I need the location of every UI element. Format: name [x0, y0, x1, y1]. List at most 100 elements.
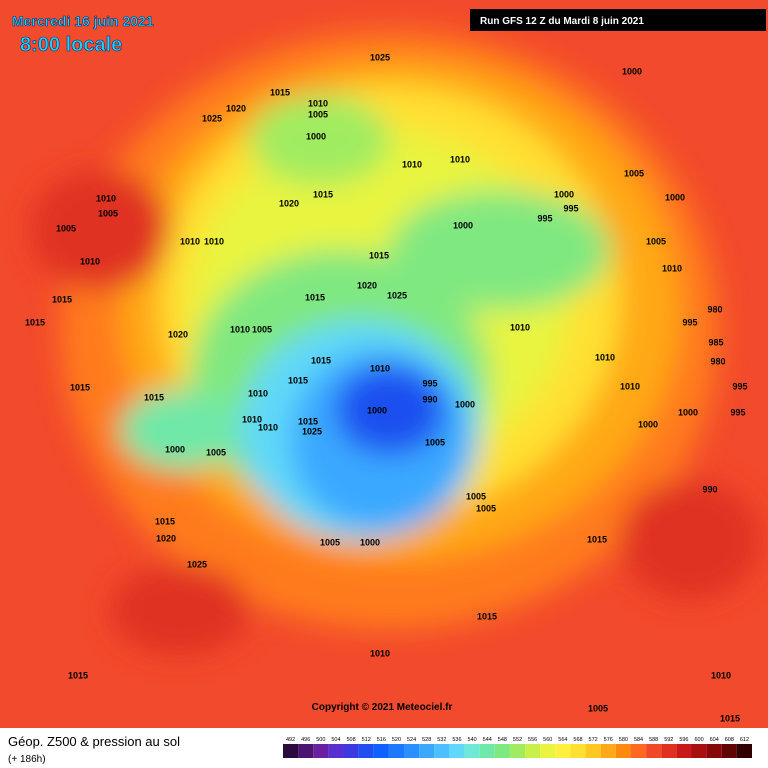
legend-swatch	[736, 744, 752, 758]
isobar-label: 1010	[402, 159, 422, 169]
legend-level: 500	[316, 737, 325, 743]
isobar-label: 1010	[620, 381, 640, 391]
legend-level: 552	[513, 737, 522, 743]
isobar-label: 990	[422, 394, 437, 404]
legend-level: 496	[301, 737, 310, 743]
isobar-label: 1020	[168, 329, 188, 339]
isobar-label: 1000	[453, 220, 473, 230]
isobar-label: 1000	[306, 131, 326, 141]
isobar-label: 980	[710, 356, 725, 366]
legend-level: 516	[377, 737, 386, 743]
isobar-label: 1000	[665, 192, 685, 202]
isobar-label: 1010	[204, 236, 224, 246]
legend-level: 600	[694, 737, 703, 743]
isobar-label: 1010	[370, 363, 390, 373]
legend-level: 532	[437, 737, 446, 743]
legend-level: 560	[543, 737, 552, 743]
copyright: Copyright © 2021 Meteociel.fr	[312, 702, 453, 713]
isobar-label: 1010	[230, 324, 250, 334]
isobar-label: 1015	[298, 416, 318, 426]
isobar-label: 1025	[302, 426, 322, 436]
isobar-label: 1010	[180, 236, 200, 246]
legend-level: 596	[679, 737, 688, 743]
legend-swatch	[646, 744, 662, 758]
isobar-label: 1025	[370, 52, 390, 62]
isobar-label: 990	[702, 484, 717, 494]
isobar-label: 1015	[369, 250, 389, 260]
run-info: Run GFS 12 Z du Mardi 8 juin 2021	[480, 16, 644, 27]
legend-swatch	[373, 744, 389, 758]
isobar-label: 1005	[98, 208, 118, 218]
legend-level: 524	[407, 737, 416, 743]
isobar-label: 995	[730, 407, 745, 417]
isobar-label: 1015	[52, 294, 72, 304]
legend-level: 592	[664, 737, 673, 743]
isobar-label: 980	[707, 304, 722, 314]
isobar-label: 1020	[226, 103, 246, 113]
isobar-label: 1010	[242, 414, 262, 424]
isobar-label: 1005	[588, 703, 608, 713]
isobar-label: 1005	[646, 236, 666, 246]
legend-swatch	[661, 744, 677, 758]
legend-swatch	[313, 744, 329, 758]
legend-swatch	[464, 744, 480, 758]
legend-swatch	[585, 744, 601, 758]
legend-level: 568	[573, 737, 582, 743]
legend-swatch	[525, 744, 541, 758]
legend-swatch	[419, 744, 435, 758]
legend-level: 556	[528, 737, 537, 743]
lead-time: (+ 186h)	[8, 754, 46, 765]
legend-swatch	[615, 744, 631, 758]
isobar-label: 1010	[450, 154, 470, 164]
legend-level: 580	[619, 737, 628, 743]
legend-swatch	[298, 744, 314, 758]
legend-swatch	[283, 744, 299, 758]
isobar-label: 1005	[252, 324, 272, 334]
legend-level: 612	[740, 737, 749, 743]
legend-swatch	[494, 744, 510, 758]
legend-swatch	[358, 744, 374, 758]
legend-title: Géop. Z500 & pression au sol	[8, 734, 180, 749]
isobar-label: 1000	[360, 537, 380, 547]
isobar-label: 1000	[678, 407, 698, 417]
isobar-label: 1000	[638, 419, 658, 429]
legend-level: 540	[468, 737, 477, 743]
legend-swatch	[570, 744, 586, 758]
isobar-label: 1015	[313, 189, 333, 199]
legend-swatch	[404, 744, 420, 758]
isobar-label: 1010	[258, 422, 278, 432]
isobar-label: 1005	[320, 537, 340, 547]
isobar-label: 995	[422, 378, 437, 388]
legend-swatch	[434, 744, 450, 758]
map-background	[0, 0, 768, 728]
legend-level: 528	[422, 737, 431, 743]
legend-level: 564	[558, 737, 567, 743]
isobar-label: 1015	[305, 292, 325, 302]
isobar-label: 995	[563, 203, 578, 213]
legend-level: 492	[286, 737, 295, 743]
isobar-label: 1015	[720, 713, 740, 723]
legend-swatch	[721, 744, 737, 758]
legend-level: 576	[604, 737, 613, 743]
isobar-label: 1010	[248, 388, 268, 398]
isobar-label: 1010	[370, 648, 390, 658]
time: 8:00 locale	[20, 34, 122, 56]
isobar-label: 1000	[622, 66, 642, 76]
legend-swatch	[691, 744, 707, 758]
isobar-label: 985	[708, 337, 723, 347]
legend-level: 512	[362, 737, 371, 743]
legend-swatch	[509, 744, 526, 758]
legend-level: 544	[483, 737, 492, 743]
isobar-label: 1015	[477, 611, 497, 621]
legend-level: 588	[649, 737, 658, 743]
isobar-label: 1020	[357, 280, 377, 290]
legend-swatch	[676, 744, 692, 758]
isobar-label: 1010	[711, 670, 731, 680]
legend-swatch	[706, 744, 722, 758]
legend-swatch	[540, 744, 556, 758]
isobar-label: 1005	[476, 503, 496, 513]
isobar-label: 1015	[25, 317, 45, 327]
